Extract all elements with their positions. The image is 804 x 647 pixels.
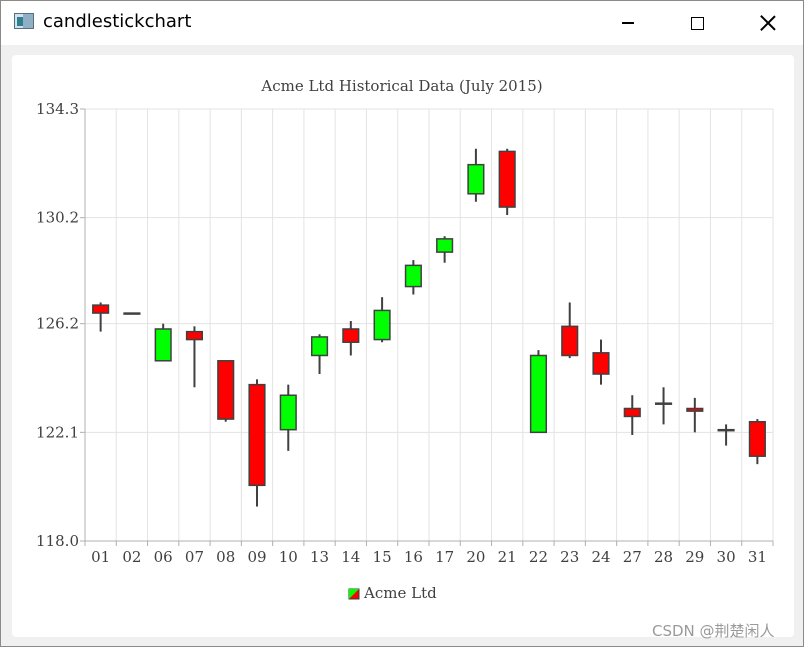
x-tick-label: 15 <box>373 548 392 566</box>
candle[interactable] <box>529 350 548 434</box>
x-tick-label: 16 <box>404 548 423 566</box>
axes: 134.3 130.2 126.2 122.1 118.0 01 02 06 07 08 09 10 1… <box>36 100 774 566</box>
candle[interactable] <box>686 397 704 433</box>
x-tick-label: 22 <box>529 548 548 566</box>
x-tick-label: 10 <box>279 548 298 566</box>
x-tick-label: 13 <box>310 548 329 566</box>
candle[interactable] <box>654 387 673 425</box>
candle[interactable] <box>498 148 516 216</box>
x-tick-label: 09 <box>247 548 266 566</box>
candle-body <box>373 309 391 341</box>
candle[interactable] <box>92 302 110 332</box>
window-title: candlestickchart <box>43 11 192 32</box>
candle-body <box>623 407 641 418</box>
watermark: CSDN @荆楚闲人 <box>652 622 775 640</box>
candle[interactable] <box>436 236 454 263</box>
x-tick-label: 24 <box>591 548 610 566</box>
close-icon <box>760 15 776 31</box>
candle[interactable] <box>561 302 579 359</box>
grid-lines <box>84 108 774 542</box>
x-tick-label: 21 <box>498 548 517 566</box>
y-tick-label: 126.2 <box>36 315 79 333</box>
x-tick-label: 02 <box>122 548 141 566</box>
candle[interactable] <box>154 323 172 362</box>
candle[interactable] <box>279 384 297 451</box>
x-tick-label: 08 <box>216 548 235 566</box>
candle-body <box>92 304 110 314</box>
x-tick-label: 30 <box>717 548 736 566</box>
candle-body <box>467 163 485 195</box>
x-tick-label: 27 <box>623 548 642 566</box>
x-tick-label: 01 <box>91 548 110 566</box>
candle-body <box>404 264 422 288</box>
candle-body <box>748 420 766 457</box>
y-tick-label: 130.2 <box>36 209 79 227</box>
candle[interactable] <box>623 395 641 435</box>
chart-panel: Acme Ltd Historical Data (July 2015) 134… <box>12 55 794 637</box>
candle-body <box>248 383 266 487</box>
candle-body <box>217 360 235 420</box>
candle[interactable] <box>373 297 391 343</box>
candle-body <box>310 336 329 357</box>
x-tick-label: 17 <box>435 548 454 566</box>
x-tick-label: 14 <box>341 548 360 566</box>
candle[interactable] <box>342 321 360 356</box>
maximize-icon <box>690 16 704 30</box>
candle-body <box>498 150 516 208</box>
candlestick-chart: Acme Ltd Historical Data (July 2015) 134… <box>36 77 774 602</box>
x-tick-label: 06 <box>154 548 173 566</box>
candle-body <box>436 238 454 253</box>
candle[interactable] <box>404 260 422 295</box>
chart-title: Acme Ltd Historical Data (July 2015) <box>260 77 542 95</box>
candle-body <box>154 328 172 362</box>
candle-body <box>592 352 610 375</box>
candle-body <box>654 402 673 405</box>
y-tick-label: 118.0 <box>36 532 79 550</box>
y-tick-label: 122.1 <box>36 423 79 441</box>
candle[interactable] <box>592 339 610 385</box>
x-tick-label: 07 <box>185 548 204 566</box>
candle[interactable] <box>248 379 266 507</box>
x-tick-label: 28 <box>654 548 673 566</box>
candle-body <box>717 428 735 432</box>
candles <box>92 148 766 507</box>
candle[interactable] <box>717 424 735 446</box>
candle[interactable] <box>123 312 141 315</box>
candle[interactable] <box>185 326 204 388</box>
candle[interactable] <box>310 334 329 375</box>
minimize-button[interactable] <box>605 1 651 45</box>
candle[interactable] <box>467 148 485 202</box>
x-tick-label: 20 <box>466 548 485 566</box>
maximize-button[interactable] <box>674 1 720 45</box>
candle-body <box>342 328 360 343</box>
minimize-icon <box>622 22 634 24</box>
legend-marker-increasing <box>349 589 359 599</box>
legend-label: Acme Ltd <box>363 584 437 602</box>
x-tick-label: 23 <box>560 548 579 566</box>
x-tick-label: 31 <box>748 548 767 566</box>
candle-body <box>279 394 297 431</box>
candle[interactable] <box>217 360 235 422</box>
candle-body <box>123 312 141 315</box>
candle-body <box>529 354 548 434</box>
close-button[interactable] <box>745 1 791 45</box>
candle-body <box>561 325 579 357</box>
app-window-icon <box>14 13 34 29</box>
candle[interactable] <box>748 419 766 465</box>
legend[interactable]: Acme Ltd <box>348 584 437 602</box>
title-bar[interactable]: candlestickchart <box>1 1 803 45</box>
candle-body <box>185 330 204 341</box>
candle-body <box>686 407 704 412</box>
x-tick-label: 29 <box>685 548 704 566</box>
y-tick-label: 134.3 <box>36 100 79 118</box>
